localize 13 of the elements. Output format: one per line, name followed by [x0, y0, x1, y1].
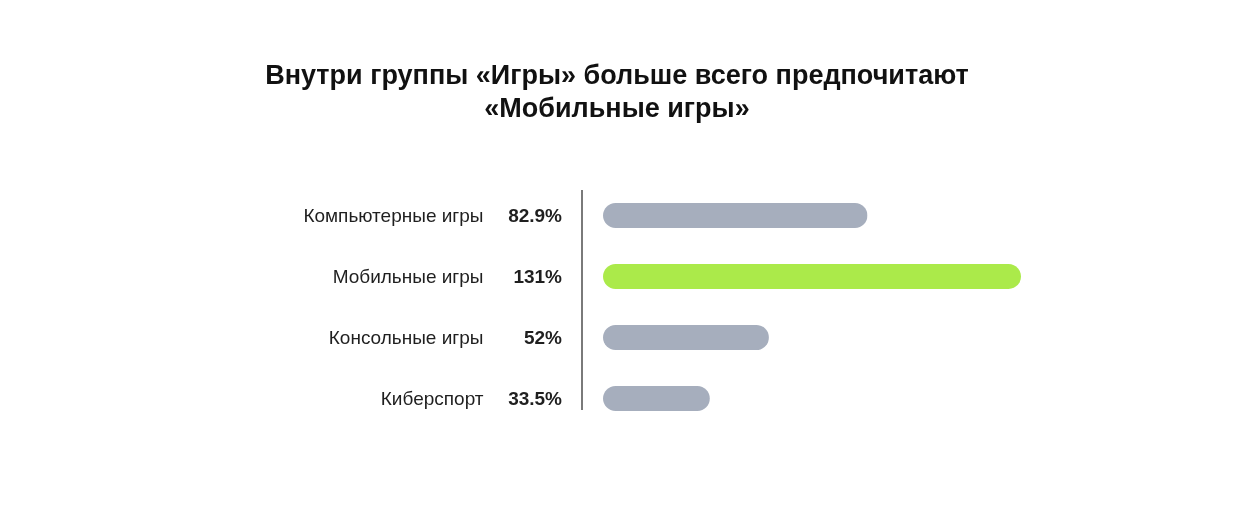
y-tick-label: Мобильные игры [332, 265, 484, 287]
y-tick-label: Консольные игры [328, 326, 484, 348]
bar [603, 325, 769, 350]
y-tick-label: Компьютерные игры [303, 204, 484, 226]
bar [603, 264, 1021, 289]
bar [603, 203, 868, 228]
y-tick-label: Киберспорт [380, 387, 484, 409]
data-label: 131% [513, 265, 563, 287]
data-label: 52% [523, 326, 563, 348]
bar [603, 386, 710, 411]
chart-title: Внутри группы «Игры» больше всего предпочитают «Мобильные игры» [265, 60, 969, 123]
data-label: 33.5% [508, 387, 563, 409]
data-label: 82.9% [508, 204, 563, 226]
